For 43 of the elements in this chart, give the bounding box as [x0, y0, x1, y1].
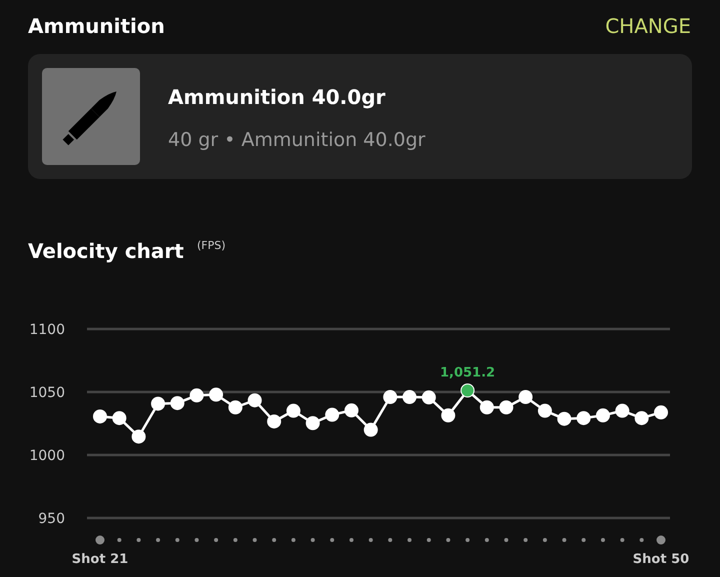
point — [267, 414, 282, 428]
point — [576, 411, 591, 426]
x-tick-label: Shot 50 — [632, 552, 690, 567]
chart-title: Velocity chart — [28, 239, 184, 263]
point — [538, 404, 552, 418]
point — [190, 388, 204, 402]
point — [596, 408, 610, 422]
point — [460, 383, 475, 398]
data-label: 1,051.2 — [440, 365, 496, 380]
text: 40 gr • Ammunition 40.0gr — [168, 129, 426, 151]
y-tick-label: 1100 — [29, 322, 65, 338]
point — [344, 403, 358, 418]
point — [499, 400, 514, 414]
point — [654, 405, 668, 420]
point — [518, 390, 533, 404]
x-tick-label: Shot 21 — [72, 552, 128, 567]
text: (FPS) — [197, 239, 226, 252]
y-tick-label: 1050 — [29, 384, 65, 401]
point — [325, 408, 340, 422]
text: Ammunition 40.0gr — [168, 85, 386, 109]
point — [615, 404, 630, 418]
point — [441, 408, 456, 422]
point — [306, 416, 320, 430]
text: Ammunition — [28, 14, 165, 38]
point — [248, 393, 262, 408]
point — [151, 396, 166, 411]
point — [286, 404, 300, 418]
point — [170, 396, 184, 410]
point — [383, 390, 398, 404]
point — [209, 388, 224, 402]
point — [364, 422, 378, 437]
point — [112, 411, 126, 426]
point — [480, 400, 494, 414]
y-tick-label: 950 — [38, 510, 65, 527]
point — [132, 430, 146, 444]
point — [557, 412, 572, 426]
point — [228, 400, 242, 414]
point — [402, 390, 417, 404]
text: CHANGE — [605, 14, 691, 38]
point — [93, 409, 107, 424]
point — [634, 411, 649, 426]
point — [422, 390, 436, 404]
y-tick-label: 1000 — [29, 448, 65, 464]
